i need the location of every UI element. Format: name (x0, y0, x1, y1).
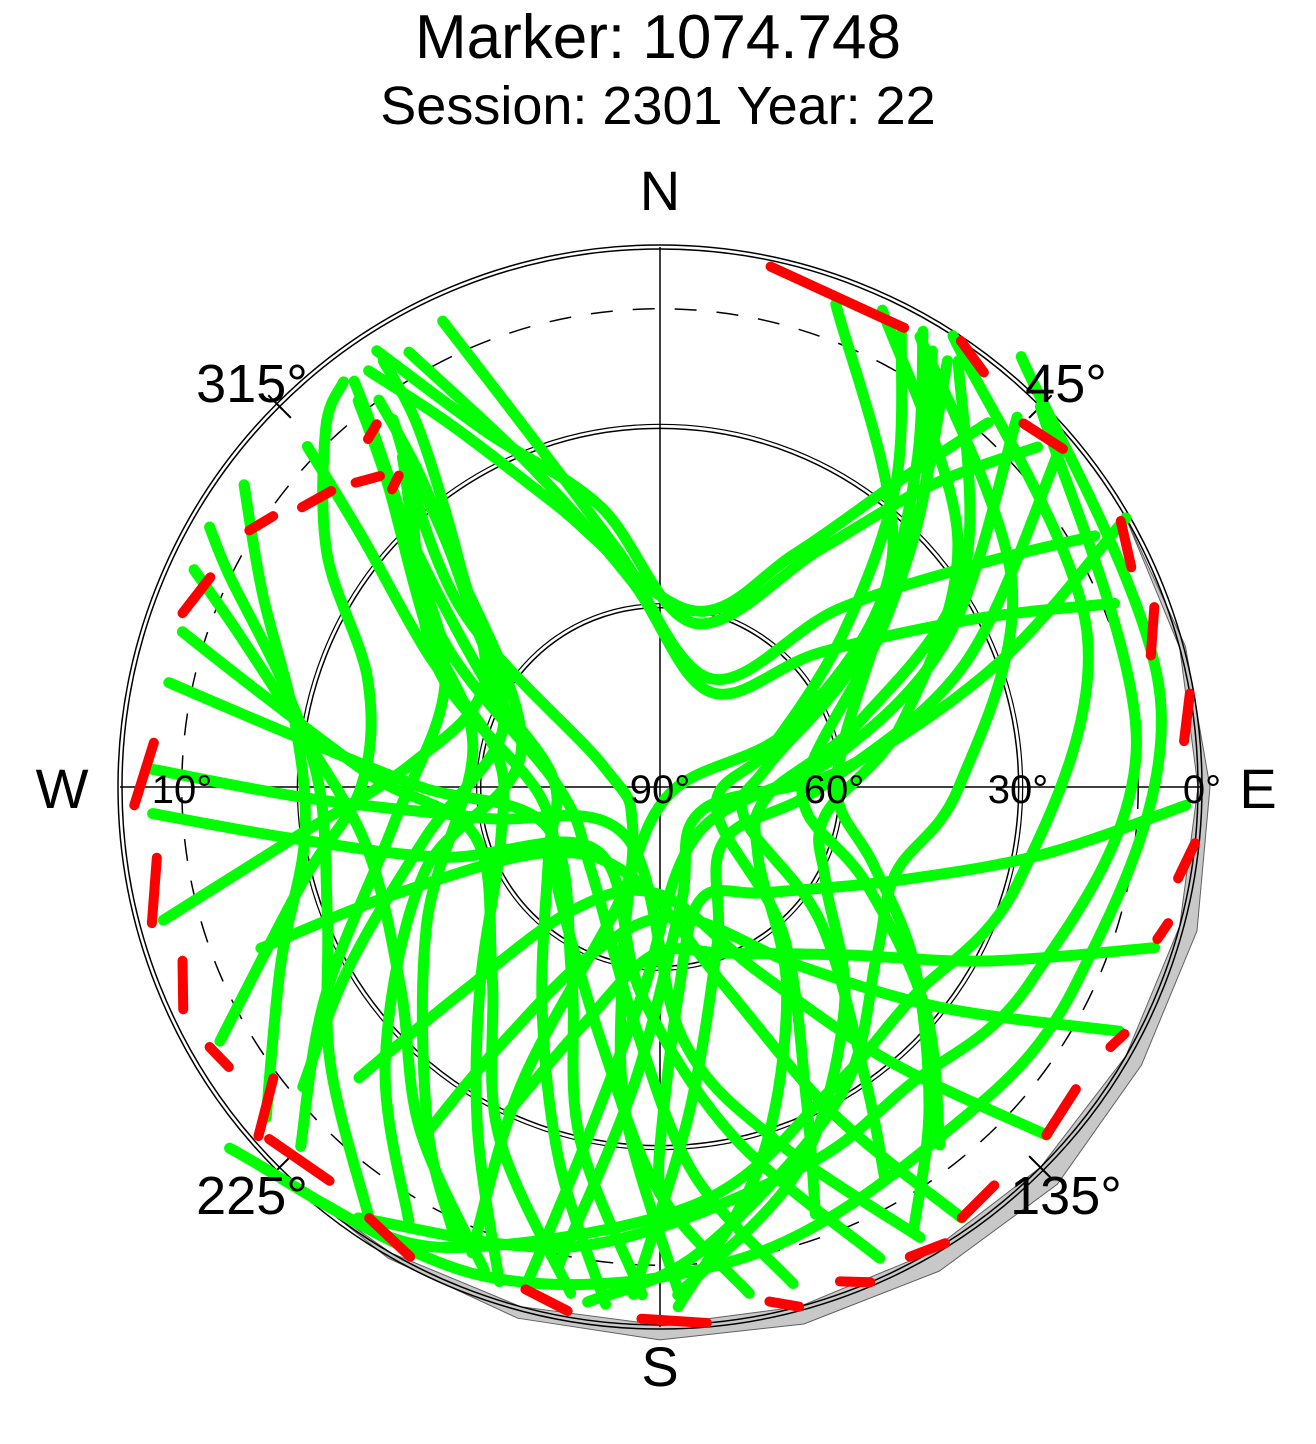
satellite-track-1 (224, 351, 1167, 1291)
skyplot-labels: N S W E 45° 135° 225° 315° 0° 30° 60° 90… (36, 159, 1277, 1398)
azimuth-label-45: 45° (1025, 354, 1107, 414)
cardinal-west: W (36, 757, 89, 820)
satellite-track-38 (255, 846, 968, 1224)
satellite-track-37 (353, 884, 1052, 1141)
satellite-track-28 (437, 315, 1101, 686)
low-elevation-segment-22 (146, 852, 162, 929)
azimuth-label-315: 315° (196, 354, 308, 414)
elevation-label-60: 60° (804, 768, 865, 812)
satellite-track-25 (379, 437, 528, 1228)
azimuth-label-135: 135° (1010, 1166, 1122, 1226)
low-elevation-segment-2 (955, 335, 989, 378)
elevation-label-10: 10° (152, 768, 213, 812)
low-elevation-segment-17 (364, 1213, 416, 1262)
satellite-track-41 (157, 355, 492, 926)
satellite-track-40 (360, 404, 612, 1310)
satellite-track-39 (301, 441, 510, 1288)
low-elevation-segment-28 (387, 470, 404, 495)
azimuth-label-225: 225° (196, 1166, 308, 1226)
low-elevation-points (129, 261, 1201, 1328)
azimuth-tick-135 (1028, 1155, 1053, 1180)
low-elevation-segment-8 (1152, 918, 1174, 945)
satellite-track-16 (204, 521, 375, 1224)
low-elevation-segment-26 (296, 486, 337, 513)
chart-title: Marker: 1074.748 (415, 3, 901, 72)
low-elevation-segment-25 (244, 511, 279, 536)
low-elevation-segment-21 (177, 955, 189, 1015)
low-elevation-segment-20 (204, 1042, 234, 1072)
cardinal-east: E (1239, 757, 1276, 820)
satellite-track-7 (552, 512, 1132, 1272)
satellite-track-11 (146, 763, 926, 1243)
low-elevation-segment-13 (834, 1276, 876, 1288)
satellite-tracks (146, 298, 1192, 1313)
low-elevation-segment-19 (253, 1073, 279, 1142)
azimuth-tick-315 (267, 394, 292, 419)
low-elevation-segment-6 (1179, 688, 1195, 747)
cardinal-north: N (640, 159, 680, 222)
low-elevation-segment-11 (956, 1180, 1000, 1223)
low-elevation-segment-4 (1115, 515, 1137, 573)
low-elevation-segment-16 (520, 1284, 573, 1316)
satellite-track-14 (176, 626, 577, 1299)
low-elevation-segment-5 (1145, 602, 1160, 661)
low-elevation-segment-24 (177, 572, 216, 619)
chart-subtitle: Session: 2301 Year: 22 (380, 76, 936, 136)
horizon-ring-outer (117, 244, 1203, 1330)
low-elevation-segment-9 (1105, 1028, 1130, 1053)
low-elevation-segment-7 (1173, 838, 1201, 884)
satellite-track-29 (403, 346, 1120, 700)
satellite-track-9 (466, 298, 899, 1259)
low-elevation-segment-23 (129, 737, 159, 811)
satellite-track-8 (627, 447, 1064, 1300)
low-elevation-segment-15 (636, 1313, 712, 1328)
satellite-track-18 (214, 376, 377, 1047)
cardinal-south: S (641, 1335, 678, 1398)
elevation-label-30: 30° (988, 768, 1049, 812)
satellite-track-34 (653, 799, 1192, 1199)
satellite-track-23 (387, 414, 683, 1295)
low-elevation-segment-29 (362, 419, 382, 444)
satellite-track-17 (238, 479, 311, 1123)
low-elevation-segment-10 (1041, 1084, 1081, 1140)
low-elevation-segment-1 (765, 261, 910, 333)
elevation-label-0: 0° (1183, 768, 1221, 812)
low-elevation-segment-3 (1018, 418, 1068, 454)
satellite-track-33 (710, 327, 908, 1220)
satellite-track-22 (396, 451, 799, 1290)
low-elevation-segment-14 (764, 1296, 805, 1312)
low-elevation-segment-27 (350, 471, 386, 488)
low-elevation-segment-18 (264, 1133, 335, 1186)
low-elevation-segment-12 (904, 1238, 951, 1262)
elevation-label-90: 90° (630, 768, 691, 812)
